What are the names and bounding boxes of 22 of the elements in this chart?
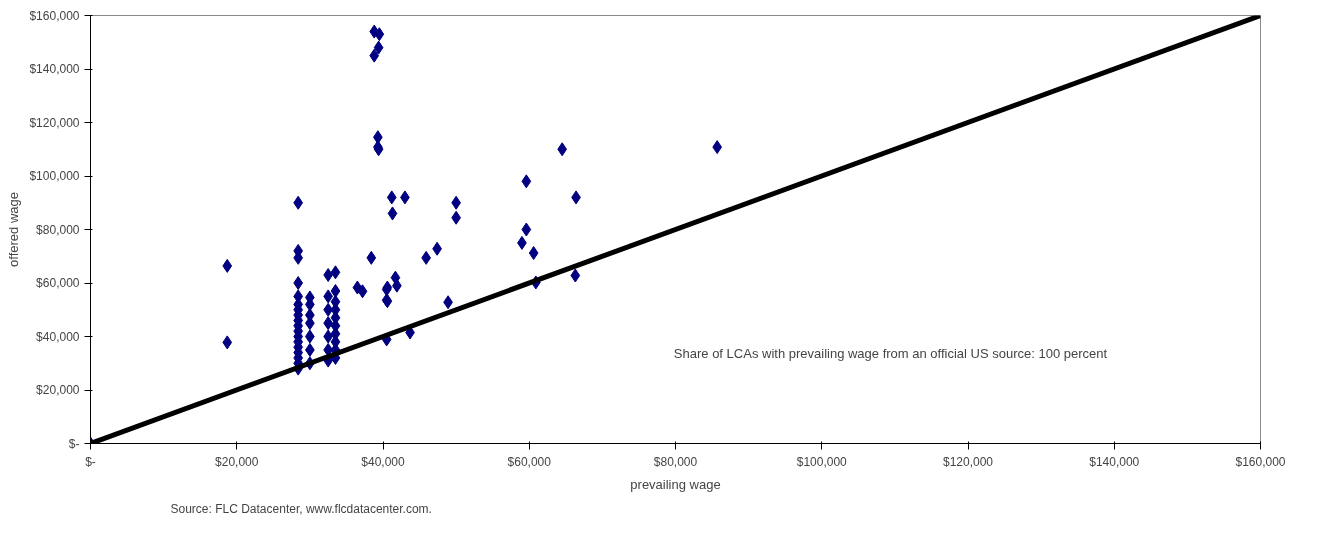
x-tick-label: $80,000 [653,454,698,469]
y-tick-label: $120,000 [29,115,80,130]
y-tick-label: $100,000 [29,169,80,183]
x-tick-label: $20,000 [215,454,259,469]
x-tick-label: $100,000 [796,454,848,469]
y-tick-label: $20,000 [36,383,80,397]
x-tick-label: $160,000 [1235,454,1286,469]
x-axis-title: prevailing wage [630,476,721,492]
y-axis-title: offered wage [6,192,22,267]
x-tick-label: $140,000 [1089,454,1140,469]
y-tick-label: $140,000 [29,62,80,76]
y-tick-label: $- [68,436,80,451]
x-tick-label: $- [85,454,96,469]
y-tick-label: $160,000 [29,8,80,23]
source-note: Source: FLC Datacenter, www.flcdatacenter.com. [170,501,432,516]
x-tick-label: $120,000 [942,454,994,469]
y-tick-label: $60,000 [36,276,80,290]
x-tick-label: $60,000 [507,454,552,469]
x-tick-label: $40,000 [361,454,406,469]
y-tick-label: $40,000 [36,329,80,344]
y-tick-label: $80,000 [36,222,80,237]
annotation: Share of LCAs with prevailing wage from an official US source: 100 percent [673,345,1108,361]
